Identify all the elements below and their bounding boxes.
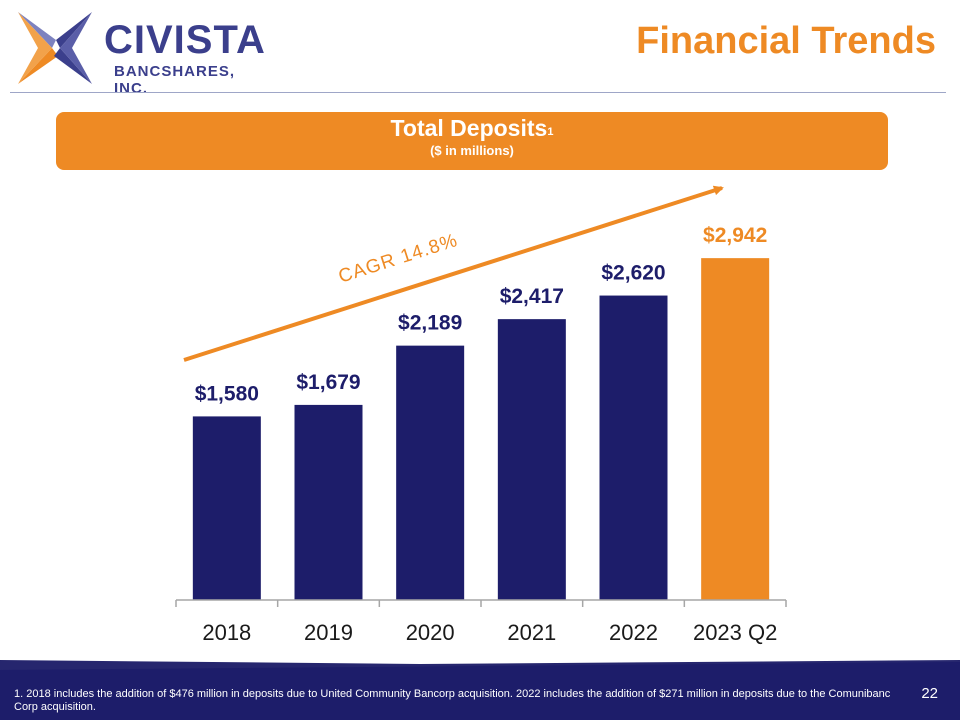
company-logo: CIVISTA BANCSHARES, INC. [12,8,265,97]
banner-subtitle: ($ in millions) [430,143,514,158]
header-divider [10,92,946,93]
data-label: $2,417 [500,285,564,308]
banner-title: Total Deposits1 [56,114,888,142]
page-number: 22 [921,685,938,702]
deposits-bar-chart: $1,580 2018 $1,679 2019 $2,189 2020 $2,417 2021… [175,185,787,645]
data-label: $2,942 [703,224,767,247]
data-label: $1,580 [195,382,259,405]
bar-2019 [294,404,363,600]
x-tick-label: 2019 [304,620,353,645]
bar-2022 [599,295,668,600]
x-tick-label: 2023 Q2 [693,620,777,645]
bar-2023-q2 [701,258,770,600]
x-tick-label: 2021 [507,620,556,645]
x-tick-label: 2018 [202,620,251,645]
logo-name: CIVISTA [104,18,266,62]
civista-star-icon [18,12,92,84]
footer-band [0,660,960,720]
x-tick-label: 2022 [609,620,658,645]
cagr-trend-arrow [183,185,724,362]
banner-title-text: Total Deposits [390,115,548,141]
footnote-marker: 1 [547,126,554,138]
bar-2018 [192,416,261,600]
x-tick-label: 2020 [406,620,455,645]
data-label: $2,189 [398,312,462,335]
data-label: $1,679 [296,371,360,394]
page-title: Financial Trends [636,20,936,62]
bar-2020 [396,345,465,600]
footnote-text: 1. 2018 includes the addition of $476 mi… [14,688,891,713]
bar-2021 [497,319,566,600]
chart-banner: Total Deposits1 ($ in millions) [56,112,888,170]
data-label: $2,620 [601,262,665,285]
